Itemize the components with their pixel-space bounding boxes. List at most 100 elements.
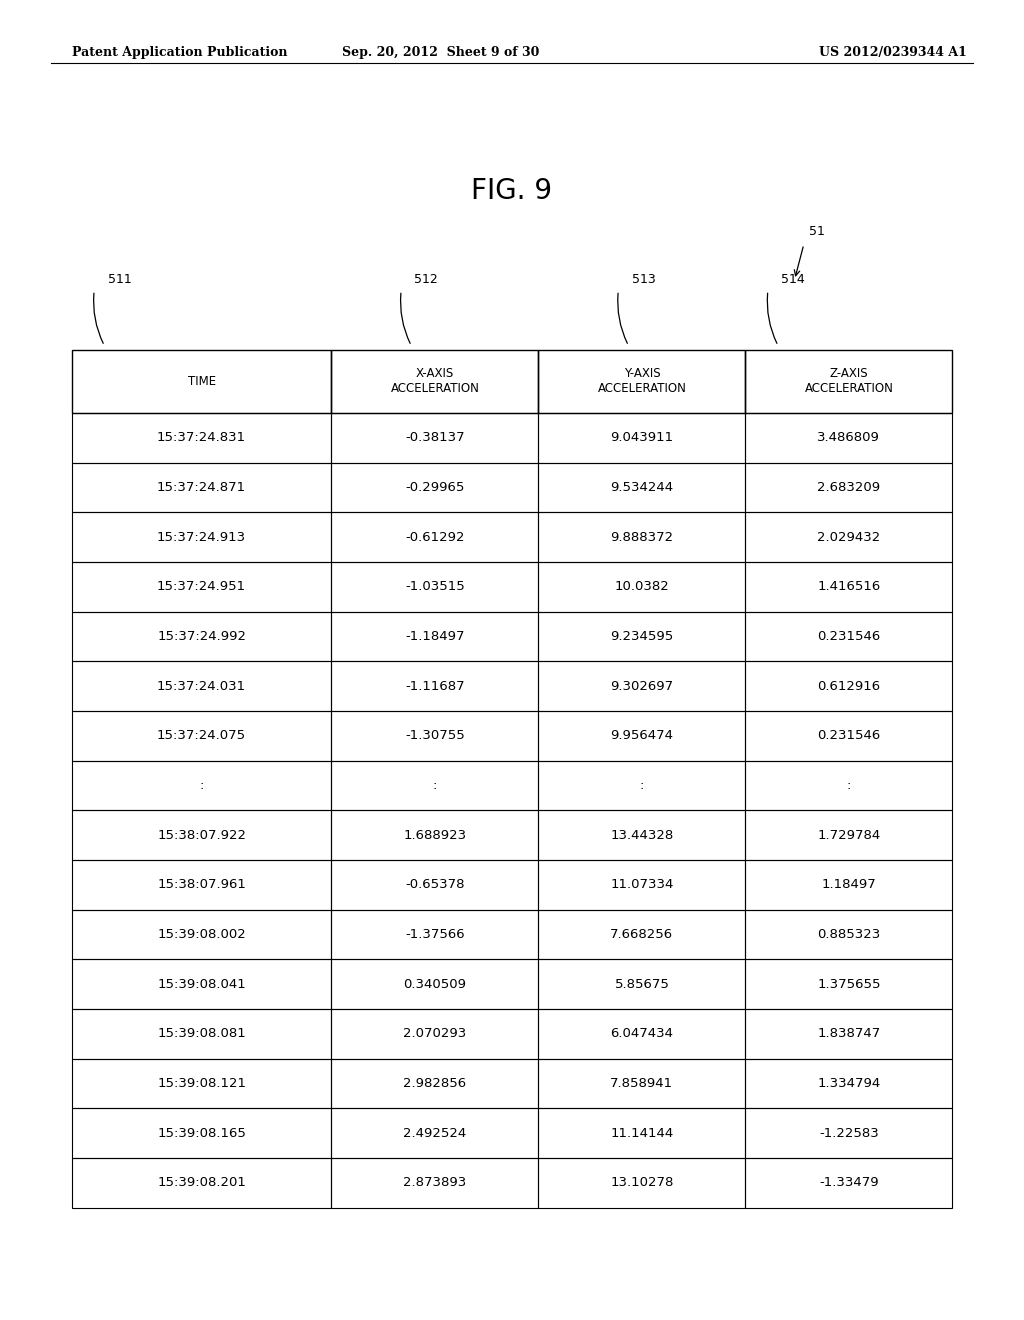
Bar xyxy=(332,611,539,661)
Text: 0.340509: 0.340509 xyxy=(403,978,467,991)
Text: 5.85675: 5.85675 xyxy=(614,978,670,991)
Bar xyxy=(745,960,952,1010)
Bar xyxy=(745,413,952,463)
Bar xyxy=(539,512,745,562)
Text: 13.44328: 13.44328 xyxy=(610,829,674,842)
Bar xyxy=(539,1010,745,1059)
Text: :: : xyxy=(847,779,851,792)
Text: 13.10278: 13.10278 xyxy=(610,1176,674,1189)
Bar xyxy=(332,661,539,711)
Text: 6.047434: 6.047434 xyxy=(610,1027,674,1040)
Text: X-AXIS
ACCELERATION: X-AXIS ACCELERATION xyxy=(390,367,479,396)
Bar xyxy=(745,661,952,711)
Bar xyxy=(332,463,539,512)
Text: 0.612916: 0.612916 xyxy=(817,680,881,693)
Bar xyxy=(72,1158,332,1208)
Text: 3.486809: 3.486809 xyxy=(817,432,881,445)
Text: 0.231546: 0.231546 xyxy=(817,630,881,643)
Bar xyxy=(745,711,952,760)
Bar xyxy=(539,661,745,711)
Text: 7.858941: 7.858941 xyxy=(610,1077,674,1090)
Text: 2.070293: 2.070293 xyxy=(403,1027,467,1040)
Text: 9.234595: 9.234595 xyxy=(610,630,674,643)
Text: 15:37:24.831: 15:37:24.831 xyxy=(157,432,246,445)
Text: 1.688923: 1.688923 xyxy=(403,829,467,842)
Bar xyxy=(745,1109,952,1158)
Bar xyxy=(745,611,952,661)
Text: 512: 512 xyxy=(415,273,438,286)
Text: 0.231546: 0.231546 xyxy=(817,730,881,742)
Text: 9.956474: 9.956474 xyxy=(610,730,674,742)
Bar xyxy=(745,810,952,861)
Bar xyxy=(332,512,539,562)
Bar xyxy=(539,760,745,810)
Text: -0.38137: -0.38137 xyxy=(406,432,465,445)
Text: 1.729784: 1.729784 xyxy=(817,829,881,842)
Bar xyxy=(72,413,332,463)
Text: 11.07334: 11.07334 xyxy=(610,879,674,891)
Bar xyxy=(539,562,745,612)
Bar xyxy=(332,350,539,413)
Bar xyxy=(539,350,745,413)
Bar xyxy=(539,960,745,1010)
Bar xyxy=(72,760,332,810)
Bar xyxy=(332,562,539,612)
Bar xyxy=(72,810,332,861)
Text: :: : xyxy=(200,779,204,792)
Bar xyxy=(539,463,745,512)
Bar xyxy=(539,413,745,463)
Bar xyxy=(332,960,539,1010)
Bar xyxy=(72,861,332,909)
Text: 7.668256: 7.668256 xyxy=(610,928,674,941)
Text: 15:39:08.121: 15:39:08.121 xyxy=(157,1077,246,1090)
Text: 10.0382: 10.0382 xyxy=(614,581,670,594)
Bar xyxy=(539,810,745,861)
Bar xyxy=(745,760,952,810)
Text: 513: 513 xyxy=(632,273,655,286)
Text: 15:39:08.002: 15:39:08.002 xyxy=(158,928,246,941)
Text: -1.33479: -1.33479 xyxy=(819,1176,879,1189)
Text: 51: 51 xyxy=(809,224,825,238)
Text: 9.302697: 9.302697 xyxy=(610,680,674,693)
Text: 9.534244: 9.534244 xyxy=(610,482,674,494)
Bar xyxy=(332,760,539,810)
Text: 2.029432: 2.029432 xyxy=(817,531,881,544)
Bar xyxy=(332,1059,539,1109)
Text: 9.888372: 9.888372 xyxy=(610,531,674,544)
Bar xyxy=(539,909,745,960)
Text: 15:37:24.951: 15:37:24.951 xyxy=(157,581,246,594)
Bar xyxy=(332,810,539,861)
Bar xyxy=(72,960,332,1010)
Bar xyxy=(332,861,539,909)
Text: 2.873893: 2.873893 xyxy=(403,1176,467,1189)
Bar xyxy=(332,711,539,760)
Bar xyxy=(332,1158,539,1208)
Bar xyxy=(72,562,332,612)
Text: 514: 514 xyxy=(781,273,805,286)
Bar xyxy=(745,463,952,512)
Text: 15:39:08.041: 15:39:08.041 xyxy=(158,978,246,991)
Text: 2.683209: 2.683209 xyxy=(817,482,881,494)
Text: 15:37:24.992: 15:37:24.992 xyxy=(157,630,246,643)
Text: 15:39:08.081: 15:39:08.081 xyxy=(158,1027,246,1040)
Text: 1.416516: 1.416516 xyxy=(817,581,881,594)
Bar xyxy=(332,413,539,463)
Text: :: : xyxy=(640,779,644,792)
Text: -1.11687: -1.11687 xyxy=(406,680,465,693)
Text: 2.492524: 2.492524 xyxy=(403,1127,467,1139)
Text: -0.65378: -0.65378 xyxy=(406,879,465,891)
Bar xyxy=(72,1109,332,1158)
Text: 15:37:24.913: 15:37:24.913 xyxy=(157,531,246,544)
Bar xyxy=(332,909,539,960)
Text: -1.18497: -1.18497 xyxy=(406,630,465,643)
Text: 1.334794: 1.334794 xyxy=(817,1077,881,1090)
Bar xyxy=(745,861,952,909)
Bar xyxy=(539,861,745,909)
Bar xyxy=(72,350,332,413)
Bar xyxy=(539,611,745,661)
Bar xyxy=(72,909,332,960)
Bar xyxy=(539,1158,745,1208)
Text: Sep. 20, 2012  Sheet 9 of 30: Sep. 20, 2012 Sheet 9 of 30 xyxy=(342,46,539,59)
Bar xyxy=(332,1010,539,1059)
Bar xyxy=(539,711,745,760)
